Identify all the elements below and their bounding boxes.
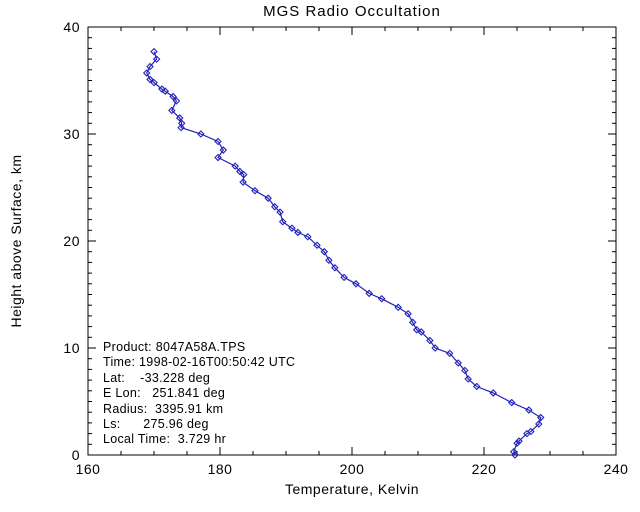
data-point-marker	[472, 382, 481, 391]
annotation-line: Time: 1998-02-16T00:50:42 UTC	[103, 355, 296, 370]
data-point-marker	[278, 217, 287, 226]
y-tick-labels: 0 10 20 30 40	[63, 19, 80, 463]
data-point-marker	[325, 256, 333, 265]
data-point-marker	[239, 170, 248, 179]
x-tick-label: 220	[472, 461, 497, 477]
data-point-marker	[158, 85, 166, 93]
data-point-marker	[412, 326, 421, 334]
annotation-block: Product: 8047A58A.TPS Time: 1998-02-16T00…	[103, 340, 295, 448]
data-point-marker	[177, 119, 186, 128]
data-point-marker	[527, 427, 535, 436]
data-point-marker	[431, 344, 439, 352]
data-point-marker	[507, 398, 516, 407]
data-point-marker	[523, 429, 531, 438]
annotation-line: Product: 8047A58A.TPS	[103, 340, 246, 354]
annotation-line: Local Time: 3.729 hr	[103, 432, 227, 447]
data-point-marker	[239, 178, 247, 186]
data-point-marker	[146, 62, 154, 71]
data-point-markers	[142, 47, 545, 459]
annotation-line: Lat: -33.228 deg	[103, 370, 211, 385]
data-point-marker	[214, 137, 222, 146]
data-point-marker	[288, 224, 296, 232]
data-point-marker	[142, 69, 151, 77]
data-point-marker	[331, 263, 339, 272]
data-point-marker	[161, 87, 169, 95]
x-axis-label: Temperature, Kelvin	[284, 481, 419, 497]
data-point-marker	[152, 55, 161, 63]
y-axis-label-text: Height above Surface, km	[8, 154, 24, 328]
y-ticks	[88, 26, 616, 456]
data-point-marker	[177, 123, 185, 132]
data-point-marker	[264, 194, 272, 202]
data-point-marker	[231, 162, 239, 170]
data-point-marker	[251, 186, 259, 195]
data-point-marker	[168, 106, 176, 115]
x-tick-labels: 160 180 200 220 240	[76, 461, 629, 477]
y-tick-label: 0	[72, 447, 80, 463]
data-point-marker	[408, 318, 417, 327]
data-point-marker	[304, 232, 312, 241]
annotation-line: E Lon: 251.841 deg	[103, 386, 226, 401]
annotation-line: Ls: 275.96 deg	[103, 417, 209, 432]
data-point-marker	[172, 97, 181, 105]
data-point-marker	[417, 328, 426, 336]
data-point-marker	[525, 406, 533, 414]
data-point-marker	[214, 153, 222, 162]
x-ticks	[87, 27, 617, 455]
y-tick-label: 30	[63, 126, 80, 142]
y-tick-label: 20	[63, 233, 80, 249]
data-point-marker	[464, 375, 472, 383]
data-point-marker	[454, 359, 463, 367]
data-point-marker	[536, 413, 545, 422]
data-point-marker	[320, 247, 329, 256]
y-tick-label: 10	[63, 340, 80, 356]
data-point-marker	[271, 202, 279, 211]
data-point-marker	[219, 146, 228, 154]
data-point-marker	[394, 303, 402, 312]
data-point-marker	[461, 366, 469, 375]
y-tick-label: 40	[63, 19, 80, 35]
data-point-marker	[377, 295, 386, 303]
data-point-marker	[535, 420, 543, 428]
data-point-marker	[509, 448, 518, 456]
data-point-marker	[365, 289, 373, 298]
data-curve	[146, 51, 542, 456]
data-point-marker	[489, 389, 498, 397]
data-point-marker	[197, 130, 205, 138]
x-tick-label: 200	[340, 461, 365, 477]
data-point-marker	[236, 167, 244, 176]
data-point-marker	[313, 241, 321, 250]
data-point-marker	[511, 451, 519, 459]
data-point-marker	[340, 273, 348, 282]
data-point-marker	[352, 280, 360, 288]
data-point-marker	[150, 78, 158, 87]
data-point-marker	[445, 349, 454, 358]
data-point-marker	[169, 92, 177, 101]
data-point-marker	[294, 228, 302, 237]
data-point-marker	[426, 336, 434, 345]
x-tick-label: 160	[76, 461, 101, 477]
data-point-marker	[175, 114, 184, 122]
data-point-marker	[146, 75, 154, 84]
annotation-line: Radius: 3395.91 km	[103, 401, 224, 416]
data-point-marker	[513, 439, 521, 448]
x-tick-label: 180	[208, 461, 233, 477]
data-point-marker	[404, 309, 412, 318]
data-point-marker	[150, 47, 158, 56]
x-tick-label: 240	[604, 461, 629, 477]
data-point-marker	[276, 208, 284, 216]
chart-title: MGS Radio Occultation	[263, 3, 441, 20]
